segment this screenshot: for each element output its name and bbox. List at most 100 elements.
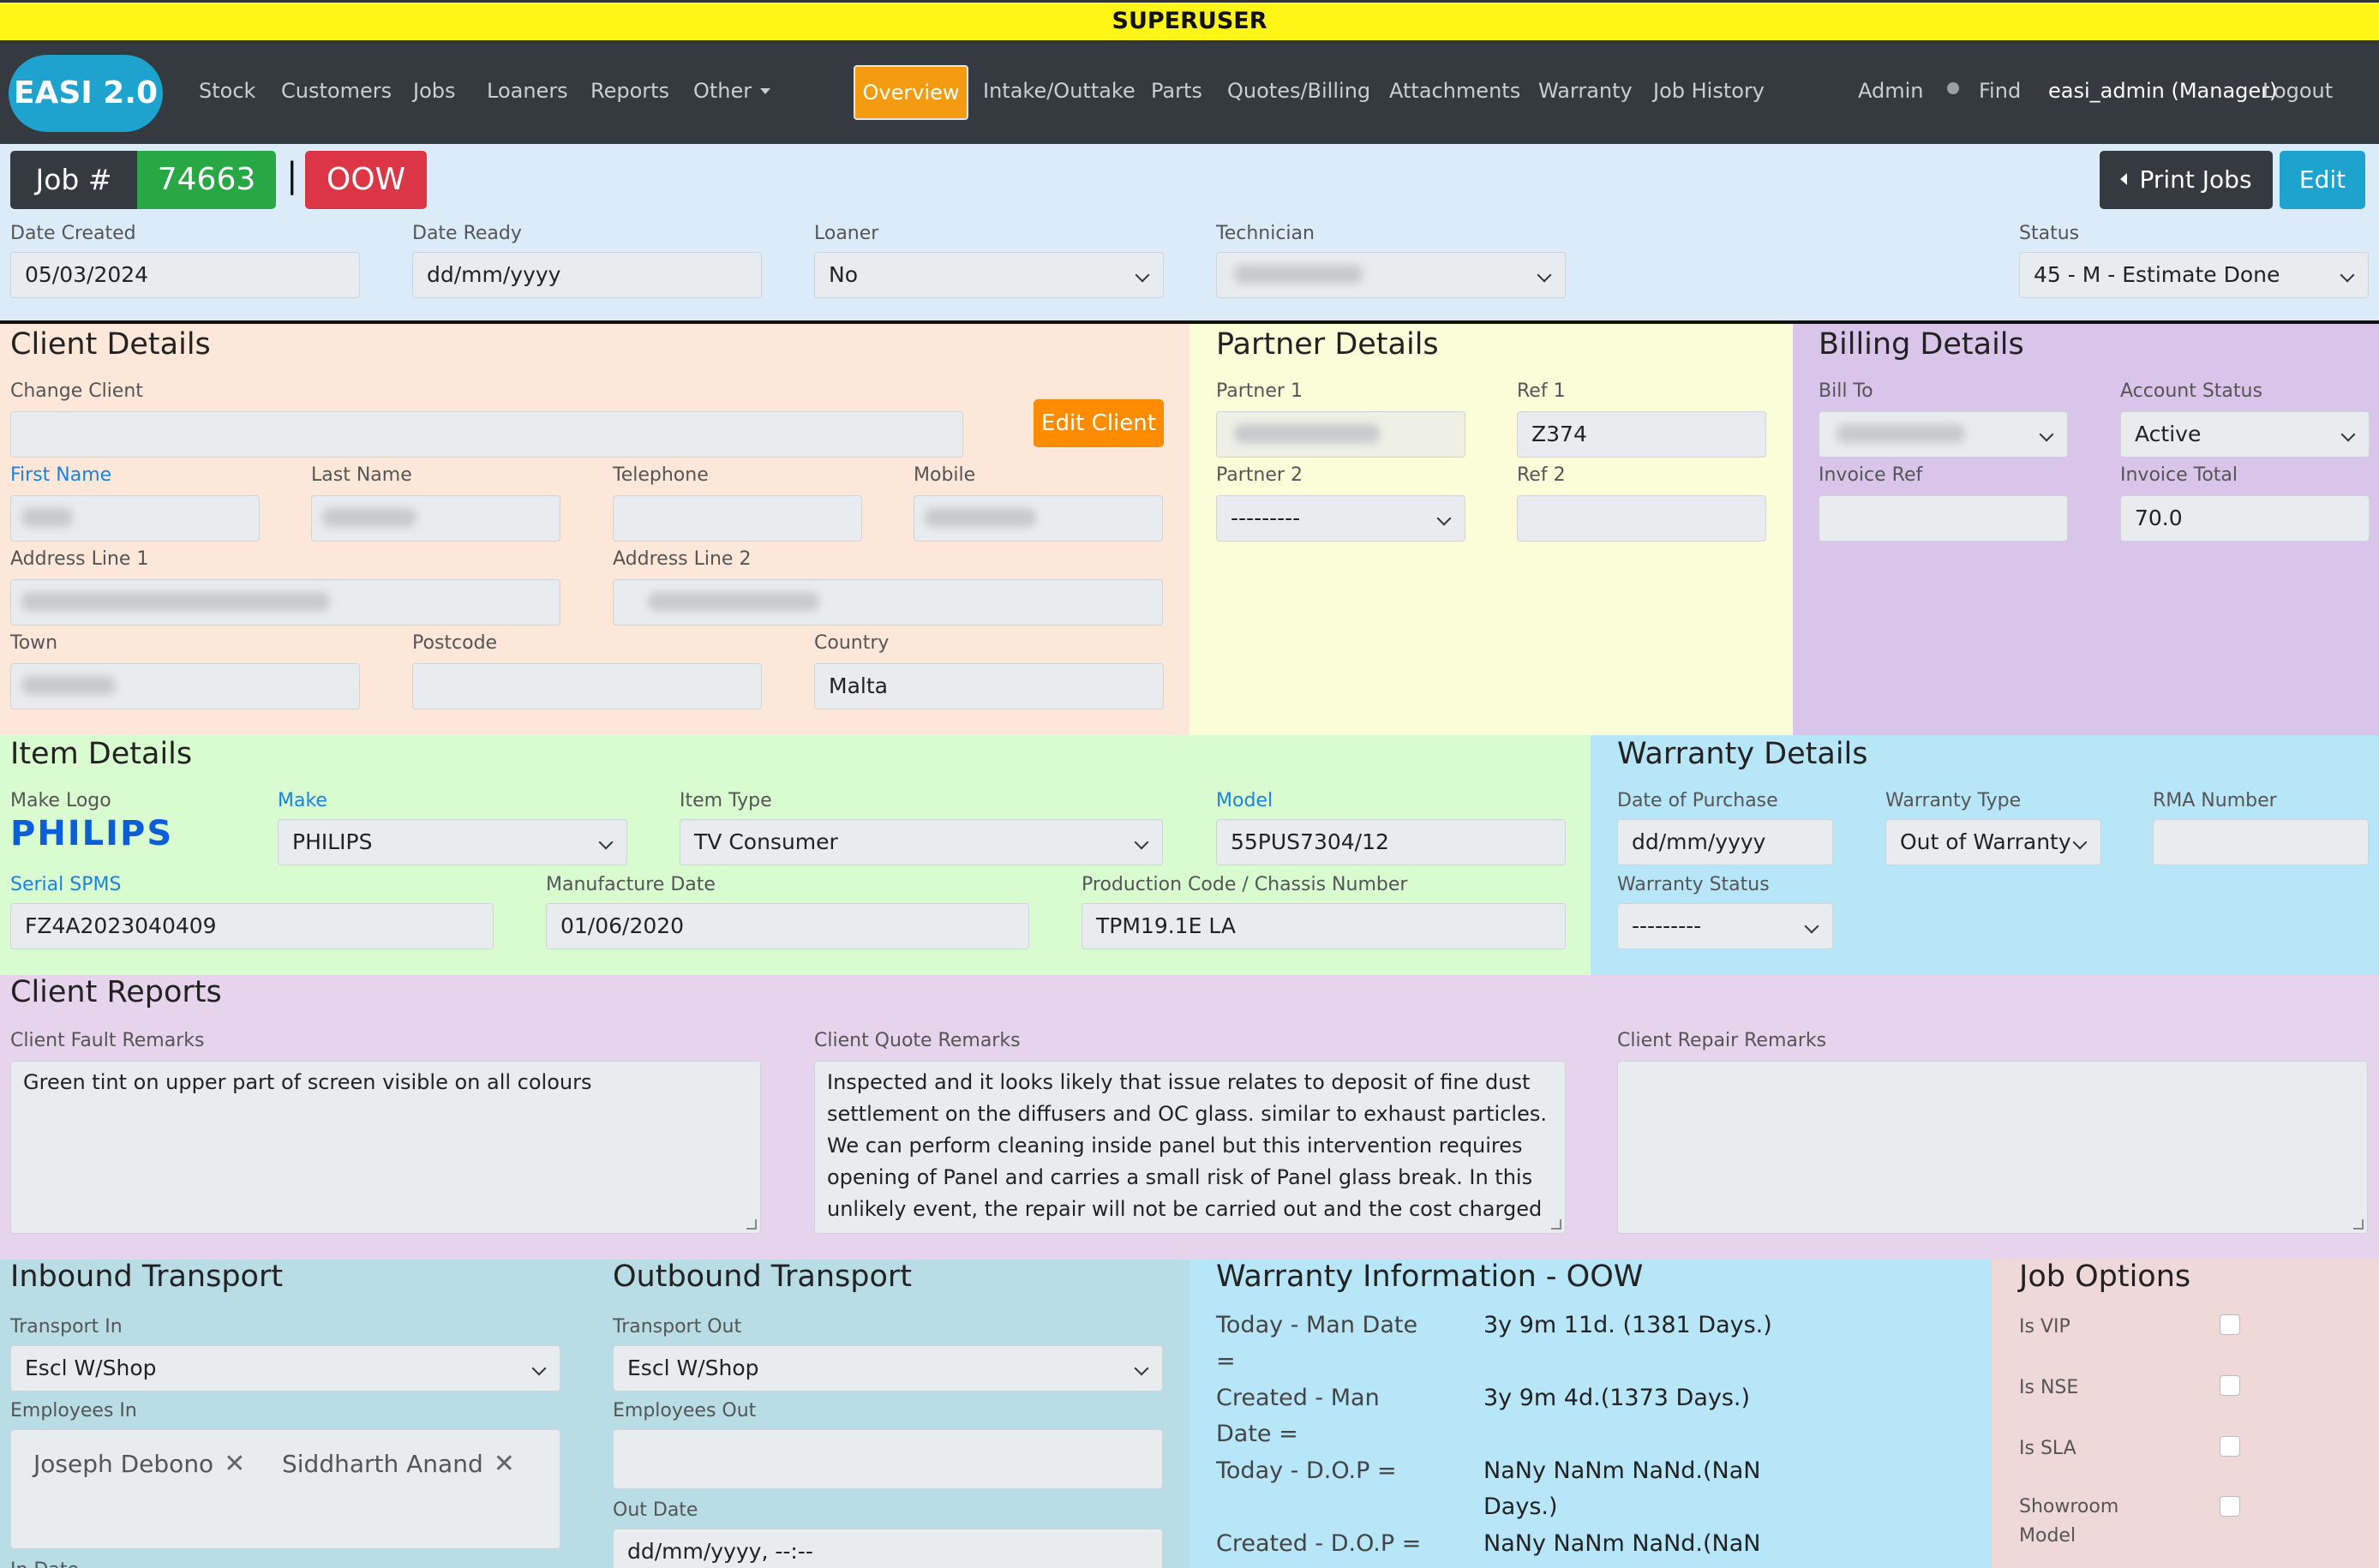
- nav-current-user[interactable]: easi_admin (Manager): [2048, 79, 2278, 103]
- transport-out-select[interactable]: Escl W/Shop: [613, 1345, 1163, 1391]
- today-man-date-value: 3y 9m 11d. (1381 Days.): [1483, 1312, 1772, 1338]
- nav-reports[interactable]: Reports: [590, 79, 670, 103]
- employee-chip[interactable]: Joseph Debono ✕: [33, 1442, 245, 1487]
- mobile-field[interactable]: [914, 495, 1163, 542]
- inbound-transport-title: Inbound Transport: [10, 1260, 284, 1294]
- today-dop-value: NaNy NaNm NaNd.(NaN Days.): [1483, 1457, 1761, 1520]
- partner-details-panel: Partner Details Partner 1 Ref 1 Z374 Par…: [1190, 324, 1793, 735]
- production-code-label: Production Code / Chassis Number: [1082, 874, 1408, 895]
- telephone-field[interactable]: [613, 495, 862, 542]
- nav-customers[interactable]: Customers: [281, 79, 393, 103]
- client-fault-remarks-label: Client Fault Remarks: [10, 1030, 205, 1051]
- postcode-field[interactable]: [412, 663, 762, 709]
- resize-handle-icon[interactable]: [1551, 1219, 1561, 1230]
- warranty-type-label: Warranty Type: [1885, 790, 2022, 811]
- showroom-model-checkbox[interactable]: [2220, 1496, 2240, 1517]
- date-created-field[interactable]: 05/03/2024: [10, 252, 360, 298]
- first-name-field[interactable]: [10, 495, 260, 542]
- tab-intake-outtake[interactable]: Intake/Outtake: [983, 79, 1136, 103]
- ref-2-field[interactable]: [1517, 495, 1766, 542]
- is-vip-checkbox[interactable]: [2220, 1314, 2240, 1335]
- invoice-ref-field[interactable]: [1819, 495, 2068, 542]
- philips-logo: PHILIPS: [10, 814, 174, 853]
- tab-quotes-billing[interactable]: Quotes/Billing: [1227, 79, 1371, 103]
- is-nse-checkbox[interactable]: [2220, 1375, 2240, 1396]
- account-status-select[interactable]: Active: [2120, 411, 2370, 458]
- bill-to-select[interactable]: [1819, 411, 2068, 458]
- client-details-panel: Client Details Change Client Edit Client…: [0, 324, 1190, 735]
- client-quote-remarks-label: Client Quote Remarks: [814, 1030, 1021, 1051]
- employees-in-label: Employees In: [10, 1400, 137, 1421]
- ref-1-field[interactable]: Z374: [1517, 411, 1766, 458]
- serial-spms-field[interactable]: FZ4A2023040409: [10, 903, 494, 949]
- telephone-label: Telephone: [613, 464, 709, 486]
- is-sla-checkbox[interactable]: [2220, 1436, 2240, 1457]
- tab-attachments[interactable]: Attachments: [1389, 79, 1521, 103]
- nav-stock[interactable]: Stock: [199, 79, 256, 103]
- status-select[interactable]: 45 - M - Estimate Done: [2019, 252, 2369, 298]
- warranty-status-select[interactable]: ---------: [1617, 903, 1833, 949]
- resize-handle-icon[interactable]: [746, 1219, 757, 1230]
- caret-left-icon: [2120, 173, 2128, 185]
- address-line-1-field[interactable]: [10, 579, 560, 625]
- change-client-field[interactable]: [10, 411, 963, 458]
- tab-parts[interactable]: Parts: [1151, 79, 1202, 103]
- last-name-field[interactable]: [311, 495, 560, 542]
- address-line-2-field[interactable]: [613, 579, 1163, 625]
- edit-client-button[interactable]: Edit Client: [1034, 399, 1164, 447]
- country-label: Country: [814, 632, 890, 654]
- loaner-select[interactable]: No: [814, 252, 1164, 298]
- employees-in-field[interactable]: Joseph Debono ✕ Siddharth Anand ✕: [10, 1429, 560, 1549]
- tab-job-history[interactable]: Job History: [1653, 79, 1765, 103]
- transport-in-select[interactable]: Escl W/Shop: [10, 1345, 560, 1391]
- redacted-mobile: [925, 508, 1036, 527]
- resize-handle-icon[interactable]: [2353, 1219, 2364, 1230]
- showroom-model-label: Showroom Model: [2019, 1496, 2119, 1547]
- print-jobs-button[interactable]: Print Jobs: [2100, 151, 2273, 209]
- client-repair-remarks-textarea[interactable]: [1617, 1061, 2368, 1234]
- make-select[interactable]: PHILIPS: [278, 819, 627, 865]
- date-of-purchase-field[interactable]: dd/mm/yyyy: [1617, 819, 1833, 865]
- employees-out-label: Employees Out: [613, 1400, 757, 1421]
- partner-1-label: Partner 1: [1216, 380, 1303, 402]
- client-quote-remarks-textarea[interactable]: Inspected and it looks likely that issue…: [814, 1061, 1566, 1234]
- employee-chip-name: Siddharth Anand: [282, 1450, 483, 1478]
- client-reports-title: Client Reports: [10, 975, 222, 1009]
- manufacture-date-field[interactable]: 01/06/2020: [546, 903, 1029, 949]
- tab-overview[interactable]: Overview: [854, 65, 968, 120]
- nav-find[interactable]: Find: [1979, 79, 2022, 103]
- item-details-panel: Item Details Make Logo PHILIPS Make PHIL…: [0, 735, 1591, 975]
- client-fault-remarks-textarea[interactable]: Green tint on upper part of screen visib…: [10, 1061, 761, 1234]
- warranty-type-select[interactable]: Out of Warranty: [1885, 819, 2101, 865]
- technician-select[interactable]: [1216, 252, 1566, 298]
- country-field[interactable]: Malta: [814, 663, 1164, 709]
- first-name-label: First Name: [10, 464, 112, 486]
- employees-out-field[interactable]: [613, 1429, 1163, 1489]
- tab-warranty[interactable]: Warranty: [1538, 79, 1633, 103]
- brand-logo[interactable]: EASI 2.0: [9, 55, 163, 132]
- edit-job-button[interactable]: Edit: [2280, 151, 2365, 209]
- partner-1-select[interactable]: [1216, 411, 1465, 458]
- partner-2-select[interactable]: ---------: [1216, 495, 1465, 542]
- nav-loaners[interactable]: Loaners: [487, 79, 568, 103]
- production-code-field[interactable]: TPM19.1E LA: [1082, 903, 1566, 949]
- bill-to-label: Bill To: [1819, 380, 1873, 402]
- nav-other-dropdown[interactable]: Other: [693, 79, 771, 103]
- invoice-total-field[interactable]: 70.0: [2120, 495, 2370, 542]
- date-ready-field[interactable]: dd/mm/yyyy: [412, 252, 762, 298]
- close-icon[interactable]: ✕: [224, 1449, 246, 1479]
- employee-chip[interactable]: Siddharth Anand ✕: [282, 1442, 515, 1487]
- model-field[interactable]: 55PUS7304/12: [1216, 819, 1566, 865]
- item-type-select[interactable]: TV Consumer: [680, 819, 1163, 865]
- close-icon[interactable]: ✕: [493, 1449, 515, 1479]
- redacted-last-name: [322, 508, 416, 527]
- nav-admin[interactable]: Admin: [1858, 79, 1924, 103]
- town-field[interactable]: [10, 663, 360, 709]
- out-date-field[interactable]: dd/mm/yyyy, --:--: [613, 1529, 1163, 1568]
- rma-number-field[interactable]: [2153, 819, 2369, 865]
- job-number-badge: 74663: [137, 151, 276, 209]
- created-dop-label: Created - D.O.P =: [1216, 1530, 1422, 1557]
- nav-logout[interactable]: Logout: [2262, 79, 2334, 103]
- client-details-title: Client Details: [10, 327, 211, 362]
- nav-jobs[interactable]: Jobs: [413, 79, 456, 103]
